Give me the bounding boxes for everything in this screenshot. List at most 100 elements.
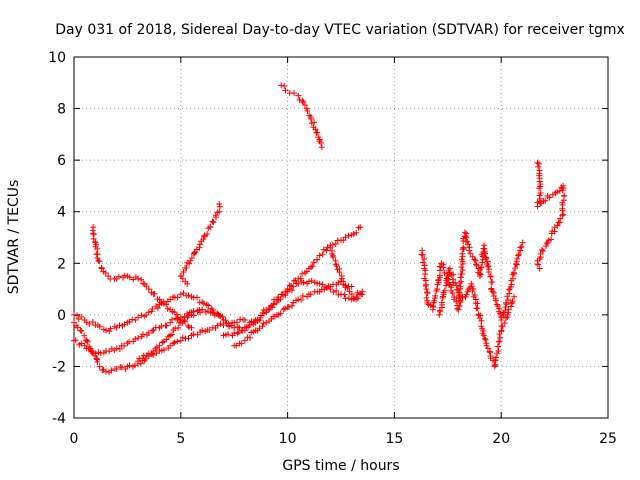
data-point — [452, 279, 459, 286]
data-point — [289, 302, 296, 309]
chart-title: Day 031 of 2018, Sidereal Day-to-day VTE… — [55, 22, 625, 38]
data-point — [107, 325, 114, 332]
data-point — [458, 278, 465, 285]
data-point — [156, 342, 163, 349]
data-point — [534, 261, 541, 268]
data-point — [288, 287, 295, 294]
data-point — [333, 287, 340, 294]
data-point — [536, 185, 543, 192]
data-point — [181, 317, 188, 324]
data-point — [203, 301, 210, 308]
data-point — [163, 322, 170, 329]
data-point — [213, 214, 220, 221]
data-point — [216, 200, 223, 207]
data-point — [98, 265, 105, 272]
data-point — [318, 144, 325, 151]
data-point — [344, 285, 351, 292]
data-point — [73, 312, 80, 319]
data-point — [308, 277, 315, 284]
data-point — [145, 309, 152, 316]
data-point — [83, 337, 90, 344]
data-point — [443, 282, 450, 289]
data-point — [149, 328, 156, 335]
data-point — [188, 324, 195, 331]
data-point — [325, 283, 332, 290]
data-point — [177, 337, 184, 344]
data-point — [449, 276, 456, 283]
x-tick-label: 5 — [176, 431, 185, 447]
y-tick-label: 2 — [57, 256, 66, 272]
data-point — [156, 296, 163, 303]
data-point — [556, 187, 563, 194]
data-point — [354, 295, 361, 302]
x-tick-label: 0 — [70, 431, 79, 447]
data-point — [493, 354, 500, 361]
data-point — [174, 338, 181, 345]
data-point — [267, 303, 274, 310]
y-tick-labels: -4 -2 0 2 4 6 8 10 — [48, 50, 66, 427]
data-point — [113, 366, 120, 373]
data-point — [278, 82, 285, 89]
data-point — [190, 312, 197, 319]
data-point — [330, 288, 337, 295]
data-point — [317, 139, 324, 146]
data-point — [299, 270, 306, 277]
y-tick-label: 10 — [48, 50, 66, 66]
data-point — [184, 280, 191, 287]
data-point — [277, 310, 284, 317]
data-point — [457, 298, 464, 305]
data-point — [312, 126, 319, 133]
data-point — [234, 319, 241, 326]
data-point — [323, 247, 330, 254]
y-tick-label: -4 — [52, 411, 66, 427]
data-point — [216, 312, 223, 319]
data-point — [231, 324, 238, 331]
data-point — [555, 219, 562, 226]
data-point — [86, 320, 93, 327]
axis-ticks — [73, 56, 609, 419]
data-point — [135, 358, 142, 365]
data-point — [335, 291, 342, 298]
data-point — [225, 320, 232, 327]
data-point — [93, 251, 100, 258]
data-point — [206, 326, 213, 333]
data-point — [559, 187, 566, 194]
data-point — [421, 255, 428, 262]
data-point — [332, 241, 339, 248]
data-point — [185, 312, 192, 319]
data-point — [290, 277, 297, 284]
data-point — [478, 317, 485, 324]
data-point — [121, 272, 128, 279]
data-point — [503, 301, 510, 308]
data-point — [341, 291, 348, 298]
data-point — [135, 314, 142, 321]
data-point — [297, 275, 304, 282]
data-point — [430, 302, 437, 309]
data-point — [241, 337, 248, 344]
data-point — [102, 269, 109, 276]
data-point — [449, 290, 456, 297]
data-point — [484, 345, 491, 352]
data-point — [436, 311, 443, 318]
data-point — [185, 335, 192, 342]
data-point — [495, 348, 502, 355]
data-point — [154, 305, 161, 312]
data-point — [282, 305, 289, 312]
data-point — [333, 262, 340, 269]
data-point — [471, 256, 478, 263]
data-point — [336, 269, 343, 276]
data-point — [309, 263, 316, 270]
data-point — [518, 243, 525, 250]
data-point — [258, 312, 265, 319]
data-point — [329, 241, 336, 248]
data-point — [78, 313, 85, 320]
data-point — [92, 350, 99, 357]
data-point — [485, 269, 492, 276]
data-point — [77, 327, 84, 334]
data-point — [281, 83, 288, 90]
data-point — [205, 225, 212, 232]
data-point — [187, 257, 194, 264]
data-point — [174, 294, 181, 301]
data-point — [145, 286, 152, 293]
